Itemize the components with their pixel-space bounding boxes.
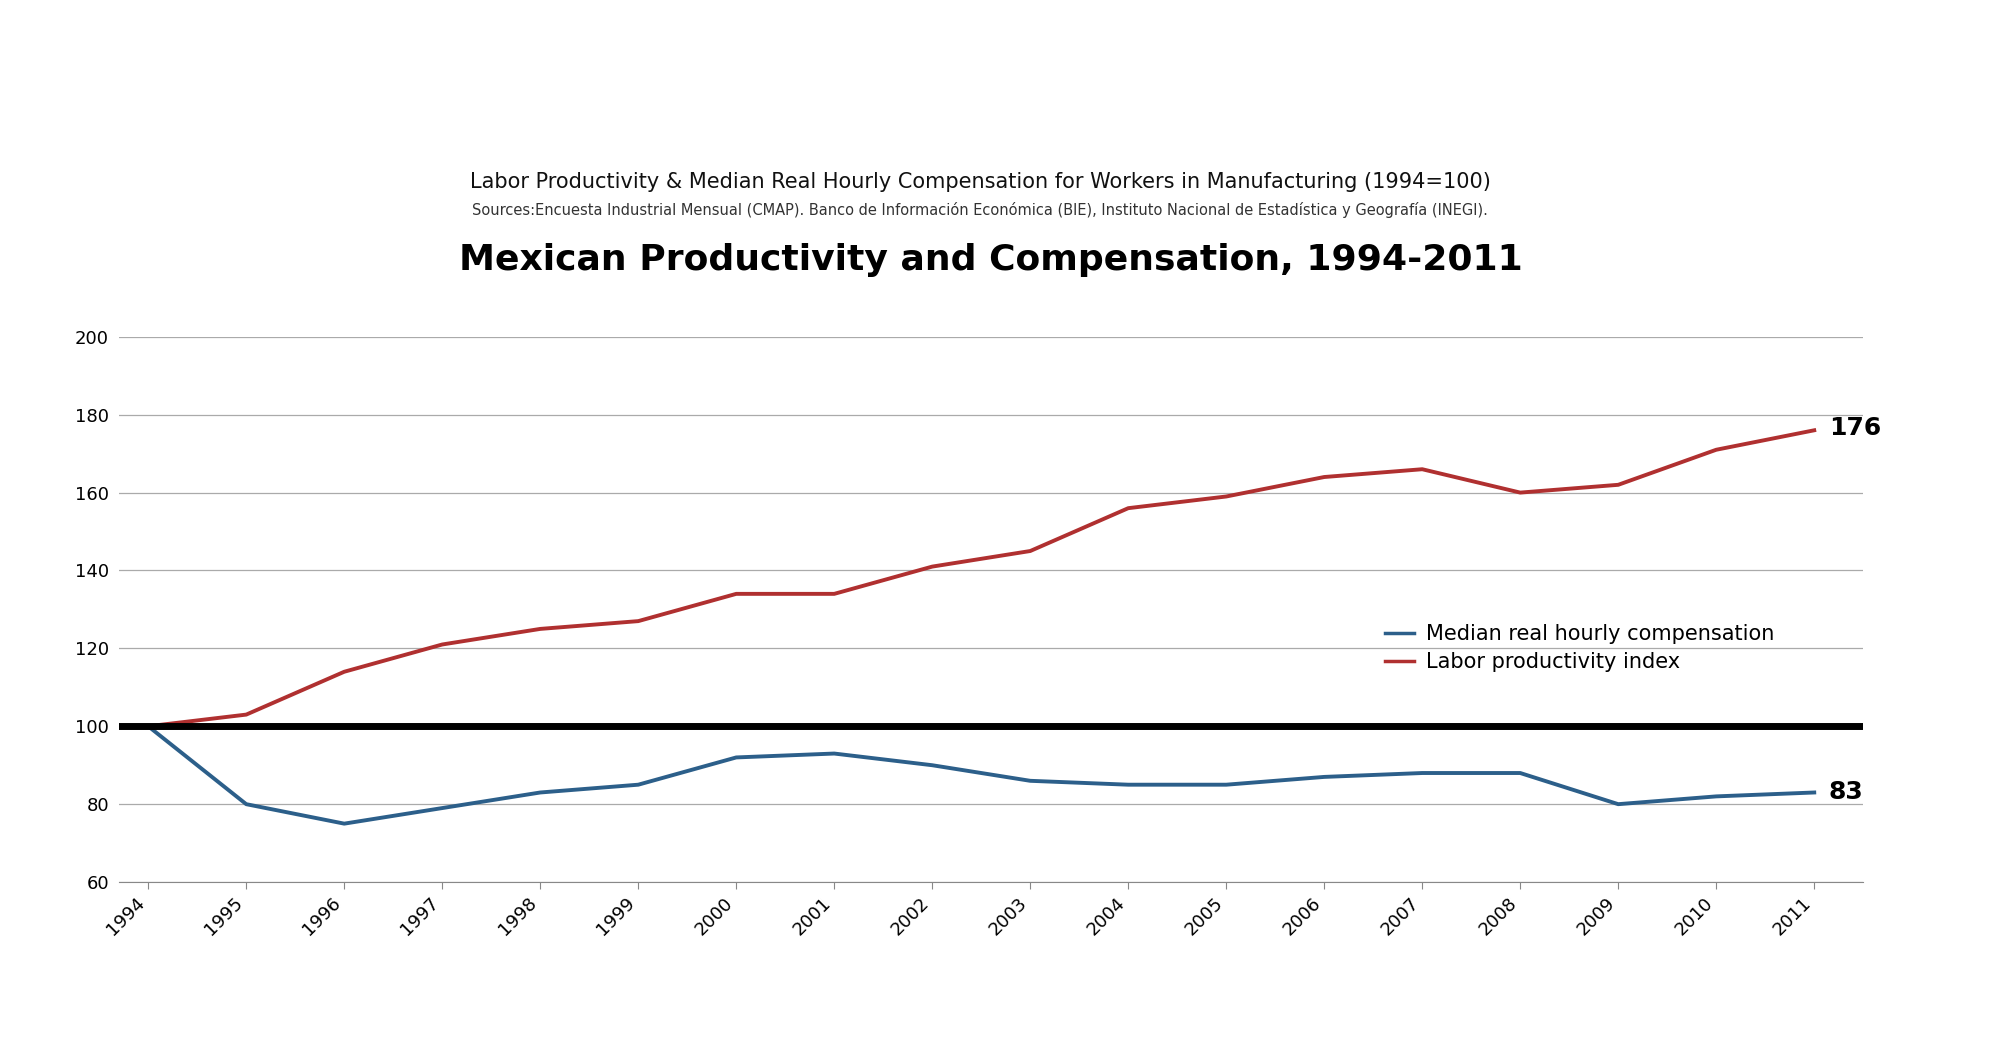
Text: 83: 83 xyxy=(1828,781,1864,805)
Text: 176: 176 xyxy=(1828,416,1882,441)
Legend: Median real hourly compensation, Labor productivity index: Median real hourly compensation, Labor p… xyxy=(1376,616,1784,681)
Text: Labor Productivity & Median Real Hourly Compensation for Workers in Manufacturin: Labor Productivity & Median Real Hourly … xyxy=(470,172,1490,192)
Title: Mexican Productivity and Compensation, 1994-2011: Mexican Productivity and Compensation, 1… xyxy=(460,243,1522,277)
Text: Sources:Encuesta Industrial Mensual (CMAP). Banco de Información Económica (BIE): Sources:Encuesta Industrial Mensual (CMA… xyxy=(472,202,1488,218)
